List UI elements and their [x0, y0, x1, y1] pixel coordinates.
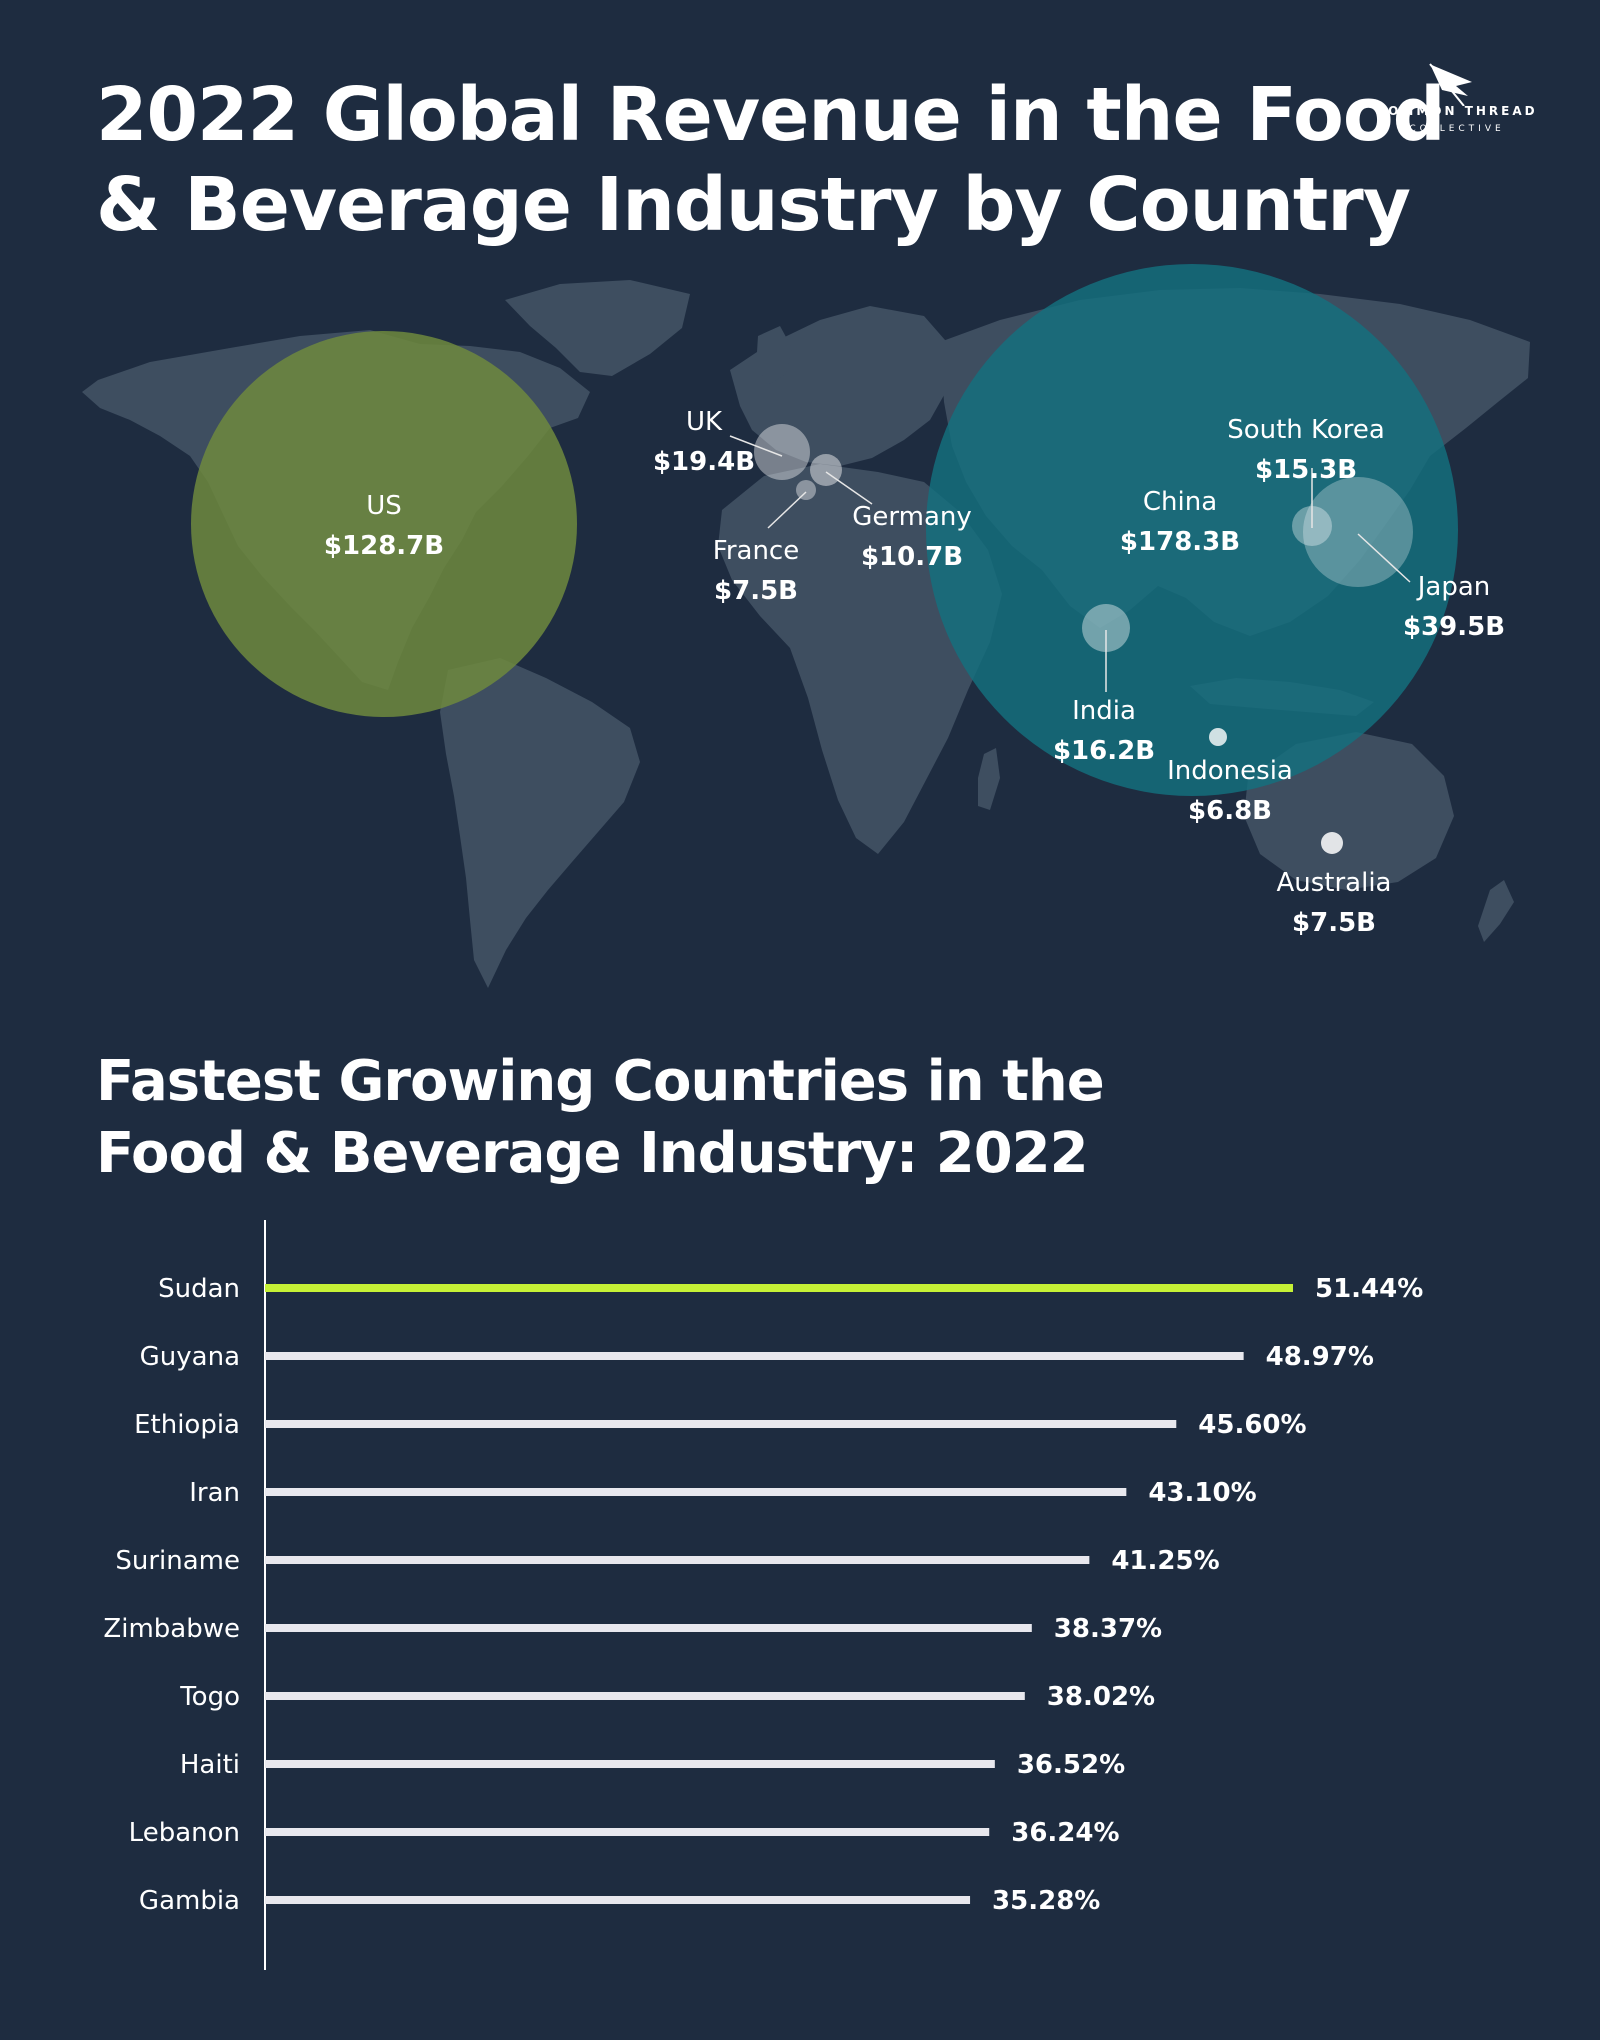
label-country-indonesia: Indonesia [1167, 756, 1293, 786]
bar-title-line-1: Fastest Growing Countries in the [96, 1049, 1105, 1114]
map-labels: US $128.7B UK $19.4B Germany $10.7B Fran… [324, 407, 1505, 938]
bar-category-label: Guyana [140, 1342, 240, 1372]
bar-zimbabwe [265, 1624, 1032, 1632]
bar-category-label: Ethiopia [134, 1410, 240, 1440]
bubble-china [926, 264, 1458, 796]
label-value-germany: $10.7B [861, 542, 963, 572]
label-value-uk: $19.4B [653, 447, 755, 477]
bar-value-label: 48.97% [1266, 1342, 1374, 1372]
label-country-france: France [713, 536, 799, 566]
bar-guyana [265, 1352, 1244, 1360]
bar-lebanon [265, 1828, 990, 1836]
bar-value-label: 36.52% [1017, 1750, 1125, 1780]
bubble-indonesia [1209, 728, 1227, 746]
bar-togo [265, 1692, 1025, 1700]
bar-chart: Sudan 51.44% Guyana 48.97% Ethiopia 45.60% Ira… [103, 1220, 1423, 1970]
label-country-south-korea: South Korea [1227, 415, 1385, 445]
title-line-1: 2022 Global Revenue in the Food [96, 72, 1446, 158]
bar-iran [265, 1488, 1127, 1496]
bar-category-label: Iran [189, 1478, 240, 1508]
label-country-india: India [1072, 696, 1136, 726]
bar-title-line-2: Food & Beverage Industry: 2022 [96, 1121, 1089, 1186]
bar-group: Sudan 51.44% Guyana 48.97% Ethiopia 45.60% Ira… [103, 1274, 1423, 1916]
bubble-france [796, 480, 816, 500]
bar-gambia [265, 1896, 971, 1904]
flag-icon [1429, 63, 1472, 107]
label-country-us: US [366, 491, 402, 521]
label-value-india: $16.2B [1053, 736, 1155, 766]
bar-category-label: Haiti [180, 1750, 240, 1780]
bubble-india [1082, 604, 1130, 652]
land-greenland [505, 280, 690, 376]
bar-category-label: Sudan [158, 1274, 240, 1304]
bar-value-label: 43.10% [1148, 1478, 1256, 1508]
bar-value-label: 41.25% [1111, 1546, 1219, 1576]
logo-subtext: COLLECTIVE [1409, 124, 1505, 134]
world-map: US $128.7B UK $19.4B Germany $10.7B Fran… [82, 264, 1530, 988]
logo-text: COMMON THREAD [1376, 104, 1538, 118]
label-value-indonesia: $6.8B [1188, 796, 1272, 826]
bar-sudan [265, 1284, 1293, 1292]
bubble-uk [754, 424, 810, 480]
bar-haiti [265, 1760, 995, 1768]
bar-category-label: Gambia [139, 1886, 240, 1916]
label-value-australia: $7.5B [1292, 908, 1376, 938]
bar-value-label: 35.28% [992, 1886, 1100, 1916]
bar-ethiopia [265, 1420, 1177, 1428]
label-country-uk: UK [686, 407, 723, 437]
title-line-2: & Beverage Industry by Country [96, 162, 1411, 248]
label-country-china: China [1143, 487, 1217, 517]
brand-logo: COMMON THREAD COLLECTIVE [1372, 62, 1542, 142]
bar-category-label: Zimbabwe [103, 1614, 240, 1644]
bar-category-label: Lebanon [129, 1818, 240, 1848]
bubble-australia [1321, 832, 1343, 854]
bar-value-label: 51.44% [1315, 1274, 1423, 1304]
label-value-france: $7.5B [714, 576, 798, 606]
bar-value-label: 38.37% [1054, 1614, 1162, 1644]
bar-value-label: 36.24% [1011, 1818, 1119, 1848]
label-country-australia: Australia [1276, 868, 1391, 898]
bar-suriname [265, 1556, 1090, 1564]
land-new-zealand [1478, 880, 1514, 942]
label-value-us: $128.7B [324, 531, 444, 561]
bar-chart-title: Fastest Growing Countries in the Food & … [96, 1046, 1196, 1190]
land-madagascar [978, 748, 1000, 810]
page-title: 2022 Global Revenue in the Food & Bevera… [96, 70, 1446, 250]
bubble-germany [810, 454, 842, 486]
label-value-south-korea: $15.3B [1255, 455, 1357, 485]
bar-category-label: Suriname [115, 1546, 240, 1576]
label-value-japan: $39.5B [1403, 612, 1505, 642]
label-country-japan: Japan [1416, 572, 1491, 602]
land-south-america [440, 658, 640, 988]
label-country-germany: Germany [852, 502, 972, 532]
land-uk [756, 326, 792, 384]
bubble-us [191, 331, 577, 717]
leader-lines [729, 435, 1411, 692]
bar-value-label: 38.02% [1047, 1682, 1155, 1712]
bar-category-label: Togo [179, 1682, 240, 1712]
label-value-china: $178.3B [1120, 527, 1240, 557]
bar-value-label: 45.60% [1198, 1410, 1306, 1440]
